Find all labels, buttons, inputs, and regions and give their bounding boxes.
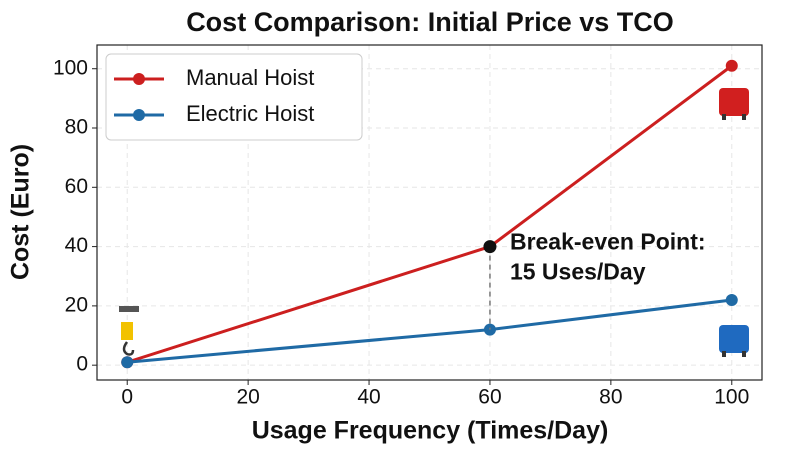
x-tick-label: 40 <box>357 386 380 409</box>
legend-marker <box>133 73 145 85</box>
legend-label: Electric Hoist <box>186 101 314 126</box>
y-tick-label: 60 <box>65 175 88 198</box>
manual-hoist-icon <box>719 88 749 120</box>
x-tick-label: 100 <box>714 386 749 409</box>
data-point <box>725 293 738 306</box>
series-line <box>127 298 732 364</box>
y-tick-label: 80 <box>65 116 88 139</box>
plot-frame <box>96 44 763 381</box>
x-tick-label: 80 <box>599 386 622 409</box>
legend-box <box>105 53 363 141</box>
y-tick-label: 100 <box>53 56 88 79</box>
y-axis-label: Cost (Euro) <box>7 144 35 280</box>
break-even-point <box>483 240 497 254</box>
chart-title: Cost Comparison: Initial Price vs TCO <box>186 7 674 37</box>
legend <box>105 53 363 141</box>
annotation-text: 15 Uses/Day <box>510 259 646 285</box>
y-tick-label: 20 <box>65 293 88 316</box>
data-point <box>725 59 738 72</box>
x-axis-label: Usage Frequency (Times/Day) <box>252 417 609 445</box>
y-tick-label: 40 <box>65 234 88 257</box>
legend-label: Manual Hoist <box>186 65 314 90</box>
x-tick-label: 20 <box>236 386 259 409</box>
annotation-text: Break-even Point: <box>510 229 706 255</box>
x-tick-label: 60 <box>478 386 501 409</box>
electric-hoist-icon <box>719 325 749 357</box>
crane-hook-icon <box>119 306 139 356</box>
legend-marker <box>133 109 145 121</box>
y-tick-label: 0 <box>76 353 88 376</box>
x-tick-label: 0 <box>121 386 133 409</box>
data-point <box>121 356 134 369</box>
